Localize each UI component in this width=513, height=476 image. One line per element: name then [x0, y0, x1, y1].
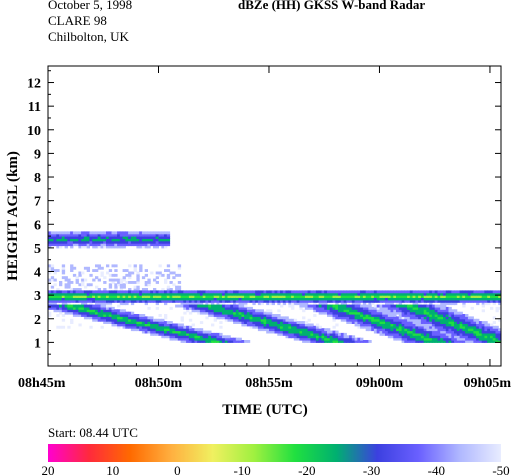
- start-time-label: Start: 08.44 UTC: [48, 425, 138, 440]
- y-tick-label: 3: [34, 289, 41, 304]
- y-tick-label: 5: [34, 242, 41, 257]
- y-tick-label: 8: [34, 171, 41, 186]
- metadata-block: October 5, 1998 CLARE 98 Chilbolton, UK: [48, 0, 132, 45]
- colorbar-tick-label: 10: [106, 463, 119, 476]
- x-tick-label: 08h45m: [18, 376, 66, 391]
- x-tick-label: 08h55m: [245, 376, 293, 391]
- y-tick-label: 1: [34, 336, 41, 351]
- y-tick-label: 11: [28, 100, 41, 115]
- y-axis-title: HEIGHT AGL (km): [5, 151, 21, 281]
- colorbar-tick-label: -50: [492, 463, 509, 476]
- colorbar-tick-label: -40: [428, 463, 445, 476]
- y-tick-label: 10: [27, 124, 41, 139]
- y-tick-label: 12: [27, 77, 41, 92]
- colorbar-tick-label: 0: [174, 463, 181, 476]
- y-tick-label: 4: [34, 266, 41, 281]
- colorbar-tick-label: -30: [363, 463, 380, 476]
- campaign-label: CLARE 98: [48, 13, 107, 28]
- x-tick-label: 09h00m: [356, 376, 404, 391]
- x-tick-label: 08h50m: [135, 376, 183, 391]
- colorbar: [48, 444, 501, 462]
- layer-main_layer_top: [48, 290, 501, 306]
- reflectivity-field: [48, 231, 501, 343]
- colorbar-ticks: 20 10 0 -10 -20 -30 -40 -50: [42, 463, 510, 476]
- x-tick-label: 09h05m: [464, 376, 512, 391]
- colorbar-tick-label: -20: [298, 463, 315, 476]
- layer-main_layer_body: [48, 304, 501, 343]
- chart-title: dBZe (HH) GKSS W-band Radar: [238, 0, 426, 12]
- layer-upper_layer: [48, 231, 171, 249]
- y-tick-label: 7: [34, 195, 41, 210]
- colorbar-tick-label: -10: [233, 463, 250, 476]
- site-label: Chilbolton, UK: [48, 29, 129, 44]
- x-axis: 08h45m 08h50m 08h55m 09h00m 09h05m: [18, 66, 511, 391]
- y-tick-label: 2: [34, 313, 41, 328]
- layer-sparse_echoes: [48, 264, 182, 294]
- y-tick-label: 6: [34, 218, 41, 233]
- colorbar-tick-label: 20: [42, 463, 55, 476]
- y-tick-label: 9: [34, 147, 41, 162]
- date-label: October 5, 1998: [48, 0, 133, 12]
- plot-frame: [47, 65, 502, 367]
- x-axis-title: TIME (UTC): [222, 402, 307, 418]
